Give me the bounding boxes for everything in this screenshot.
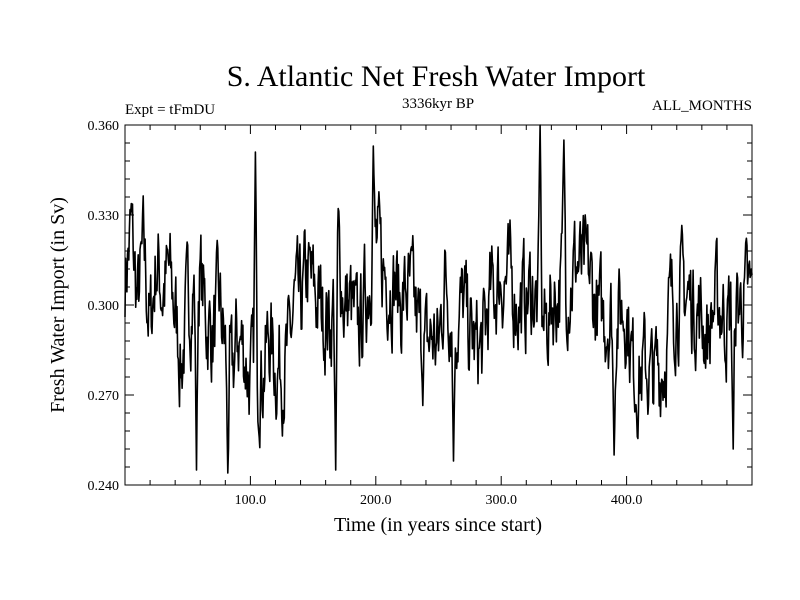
tick-layer: 0.240 0.270 0.300 0.330 0.360 100.0 200.0 300.0… <box>88 119 752 508</box>
x-tick-label: 300.0 <box>485 493 517 508</box>
x-tick-label: 400.0 <box>611 493 643 508</box>
chart-subtitle: 3336kyr BP <box>402 96 474 112</box>
series-line <box>124 124 753 474</box>
x-tick-label: 200.0 <box>360 493 392 508</box>
chart-title: S. Atlantic Net Fresh Water Import <box>227 60 646 93</box>
months-label: ALL_MONTHS <box>652 98 752 114</box>
y-tick-label: 0.300 <box>88 299 120 314</box>
x-axis-label: Time (in years since start) <box>334 514 542 536</box>
y-tick-label: 0.360 <box>88 119 120 134</box>
x-tick-label: 100.0 <box>235 493 267 508</box>
experiment-label: Expt = tFmDU <box>125 102 215 118</box>
plot-frame <box>124 124 753 486</box>
y-axis-label: Fresh Water Import (in Sv) <box>47 197 69 413</box>
y-tick-label: 0.270 <box>88 389 120 404</box>
y-tick-label: 0.240 <box>88 479 120 494</box>
y-tick-label: 0.330 <box>88 209 120 224</box>
